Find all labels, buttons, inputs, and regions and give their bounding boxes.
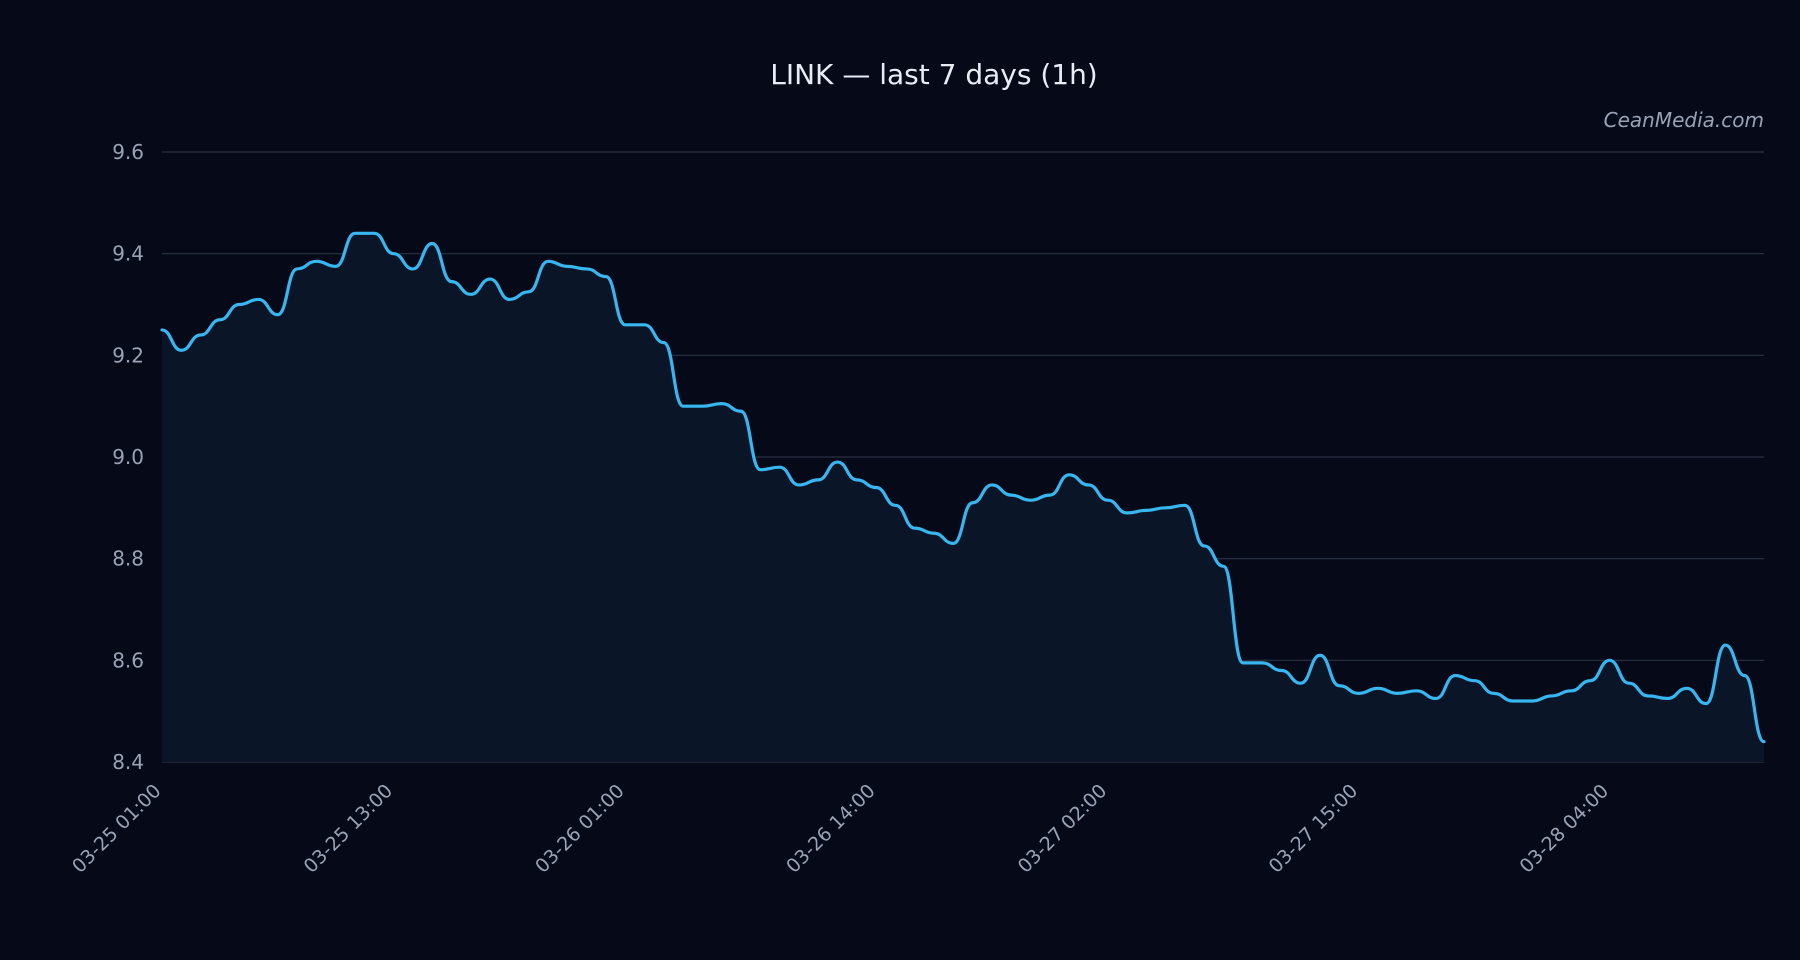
y-tick-label: 8.8 [112, 547, 144, 571]
y-tick-label: 8.6 [112, 648, 144, 672]
y-tick-label: 9.0 [112, 445, 144, 469]
y-tick-label: 9.2 [112, 343, 144, 367]
chart-title: LINK — last 7 days (1h) [770, 58, 1097, 91]
y-axis-ticks: 9.6 9.4 9.2 9.0 8.8 8.6 8.4 [112, 140, 144, 774]
watermark: CeanMedia.com [1604, 108, 1764, 132]
y-tick-label: 9.6 [112, 140, 144, 164]
price-area-fill [162, 233, 1764, 762]
y-tick-label: 9.4 [112, 242, 144, 266]
y-tick-label: 8.4 [112, 750, 144, 774]
price-line [160, 231, 1766, 744]
